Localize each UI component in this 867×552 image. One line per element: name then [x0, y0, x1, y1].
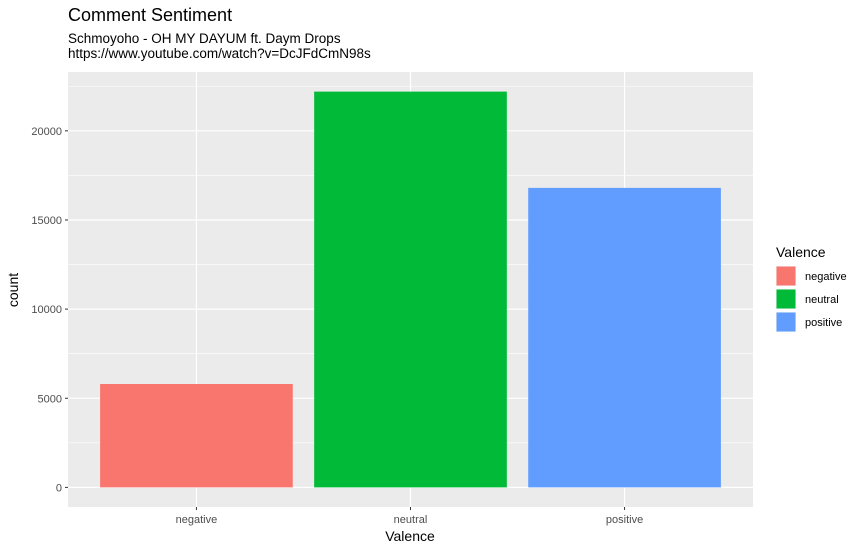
- legend: Valence negative neutral positive: [776, 244, 847, 332]
- legend-label-neutral: neutral: [805, 294, 839, 306]
- legend-items: negative neutral positive: [776, 266, 847, 332]
- chart-subtitle-line-1: Schmoyoho - OH MY DAYUM ft. Daym Drops: [68, 31, 341, 46]
- y-tick-label: 20000: [31, 126, 62, 138]
- y-tick-label: 10000: [31, 304, 62, 316]
- y-tick-label: 0: [56, 482, 62, 494]
- x-tick-label: positive: [606, 514, 643, 526]
- legend-swatch-positive: [776, 312, 796, 332]
- legend-label-positive: positive: [805, 317, 842, 329]
- legend-label-negative: negative: [805, 271, 847, 283]
- bar-neutral: [314, 91, 507, 488]
- y-tick-label: 5000: [38, 393, 62, 405]
- bars: [100, 91, 721, 488]
- chart-subtitle-line-2: https://www.youtube.com/watch?v=DcJFdCmN…: [68, 46, 371, 61]
- x-tick-label: neutral: [394, 514, 428, 526]
- bar-positive: [528, 187, 721, 488]
- legend-title: Valence: [776, 244, 826, 260]
- y-tick-label: 15000: [31, 215, 62, 227]
- y-axis-title: count: [5, 273, 21, 307]
- legend-swatch-negative: [776, 266, 796, 286]
- x-axis: negative neutral positive: [176, 507, 643, 526]
- bar-negative: [100, 383, 293, 488]
- legend-swatch-neutral: [776, 289, 796, 309]
- y-axis: 0 5000 10000 15000 20000: [31, 126, 68, 494]
- x-tick-label: negative: [176, 514, 218, 526]
- x-axis-title: Valence: [385, 528, 435, 544]
- chart-title: Comment Sentiment: [68, 5, 232, 25]
